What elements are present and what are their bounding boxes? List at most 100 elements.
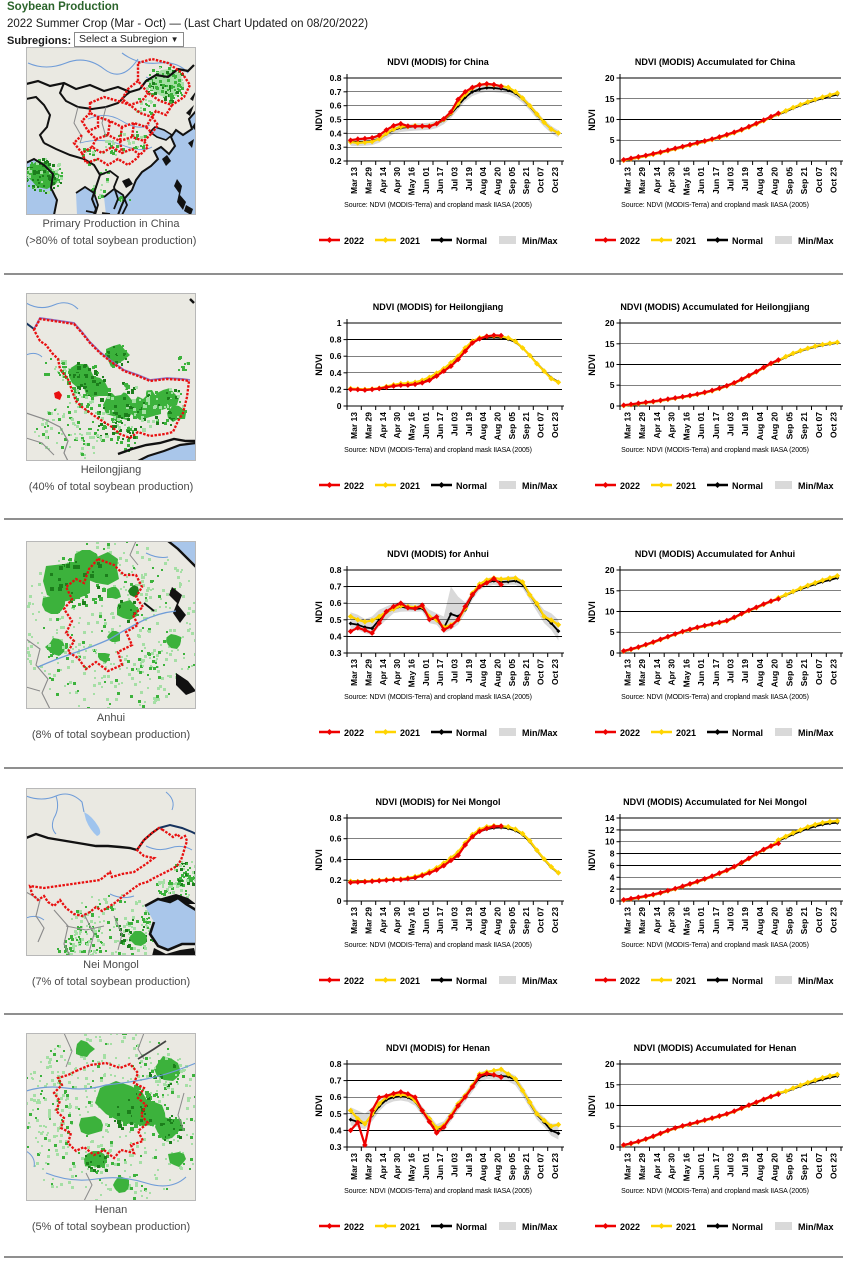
svg-text:Jul 03: Jul 03 <box>450 412 460 436</box>
svg-text:Min/Max: Min/Max <box>798 236 834 246</box>
svg-text:May 16: May 16 <box>681 907 691 936</box>
svg-text:Oct 23: Oct 23 <box>550 1153 560 1179</box>
svg-text:Normal: Normal <box>456 236 487 246</box>
svg-text:Sep 21: Sep 21 <box>799 412 809 440</box>
svg-text:5: 5 <box>610 135 615 145</box>
svg-text:0.4: 0.4 <box>330 128 342 138</box>
svg-text:Oct 07: Oct 07 <box>814 907 824 933</box>
svg-text:Jun 01: Jun 01 <box>696 167 706 194</box>
svg-text:Source: NDVI (MODIS-Terra) and: Source: NDVI (MODIS-Terra) and cropland … <box>621 942 809 949</box>
svg-text:Apr 14: Apr 14 <box>652 412 662 439</box>
svg-text:0.5: 0.5 <box>330 615 342 625</box>
svg-text:Aug 20: Aug 20 <box>770 167 780 196</box>
svg-text:15: 15 <box>605 339 615 349</box>
svg-text:Sep 05: Sep 05 <box>784 907 794 935</box>
svg-text:Mar 13: Mar 13 <box>622 659 632 686</box>
svg-text:Apr 14: Apr 14 <box>652 167 662 194</box>
svg-text:May 16: May 16 <box>681 167 691 196</box>
svg-text:Normal: Normal <box>732 976 763 986</box>
svg-text:May 16: May 16 <box>407 412 417 441</box>
svg-text:Min/Max: Min/Max <box>798 976 834 986</box>
svg-text:Oct 07: Oct 07 <box>814 167 824 193</box>
svg-text:0.7: 0.7 <box>330 1076 342 1086</box>
svg-text:Min/Max: Min/Max <box>522 1222 558 1232</box>
svg-text:Apr 30: Apr 30 <box>667 167 677 194</box>
svg-text:0.4: 0.4 <box>330 1125 342 1135</box>
svg-text:15: 15 <box>605 1080 615 1090</box>
svg-text:10: 10 <box>605 1101 615 1111</box>
svg-text:2022: 2022 <box>344 236 364 246</box>
svg-text:2021: 2021 <box>676 481 696 491</box>
svg-text:Aug 04: Aug 04 <box>755 659 765 688</box>
svg-text:2021: 2021 <box>400 236 420 246</box>
svg-text:May 16: May 16 <box>407 1153 417 1182</box>
svg-text:NDVI: NDVI <box>587 849 597 871</box>
svg-text:Jun 01: Jun 01 <box>421 412 431 439</box>
svg-text:Sep 05: Sep 05 <box>507 1153 517 1181</box>
svg-text:Jun 01: Jun 01 <box>421 907 431 934</box>
svg-text:20: 20 <box>605 1059 615 1069</box>
svg-text:2022: 2022 <box>344 976 364 986</box>
svg-text:Sep 05: Sep 05 <box>507 907 517 935</box>
svg-text:Oct 07: Oct 07 <box>814 659 824 685</box>
svg-text:Oct 07: Oct 07 <box>536 412 546 438</box>
svg-text:2021: 2021 <box>676 728 696 738</box>
svg-text:0.8: 0.8 <box>330 73 342 83</box>
svg-text:Oct 23: Oct 23 <box>550 412 560 438</box>
svg-text:Mar 29: Mar 29 <box>637 1153 647 1180</box>
svg-text:0.2: 0.2 <box>330 384 342 394</box>
svg-text:Aug 20: Aug 20 <box>493 1153 503 1182</box>
svg-text:Source: NDVI (MODIS-Terra) and: Source: NDVI (MODIS-Terra) and cropland … <box>344 694 532 701</box>
svg-text:Mar 13: Mar 13 <box>622 412 632 439</box>
svg-text:0.8: 0.8 <box>330 565 342 575</box>
svg-text:20: 20 <box>605 565 615 575</box>
svg-text:Apr 14: Apr 14 <box>378 907 388 934</box>
svg-text:Normal: Normal <box>456 976 487 986</box>
svg-text:2021: 2021 <box>400 481 420 491</box>
svg-text:Aug 04: Aug 04 <box>478 412 488 441</box>
svg-text:0: 0 <box>610 156 615 166</box>
svg-text:Min/Max: Min/Max <box>798 1222 834 1232</box>
svg-text:Jun 17: Jun 17 <box>435 659 445 686</box>
svg-text:Aug 04: Aug 04 <box>478 907 488 936</box>
svg-text:Apr 14: Apr 14 <box>652 659 662 686</box>
svg-text:Jun 01: Jun 01 <box>696 907 706 934</box>
svg-text:Oct 23: Oct 23 <box>829 1153 839 1179</box>
svg-text:Aug 04: Aug 04 <box>478 659 488 688</box>
svg-text:Jul 19: Jul 19 <box>740 1153 750 1177</box>
svg-text:10: 10 <box>605 115 615 125</box>
svg-text:Mar 29: Mar 29 <box>364 907 374 934</box>
svg-text:Apr 30: Apr 30 <box>667 1153 677 1180</box>
svg-text:May 16: May 16 <box>407 659 417 688</box>
svg-text:Mar 13: Mar 13 <box>349 907 359 934</box>
svg-text:20: 20 <box>605 73 615 83</box>
svg-text:Oct 07: Oct 07 <box>536 659 546 685</box>
svg-text:2021: 2021 <box>676 976 696 986</box>
svg-text:2021: 2021 <box>400 1222 420 1232</box>
svg-text:1: 1 <box>337 318 342 328</box>
svg-text:0.7: 0.7 <box>330 87 342 97</box>
svg-text:NDVI (MODIS) for Nei Mongol: NDVI (MODIS) for Nei Mongol <box>376 797 501 807</box>
svg-text:NDVI: NDVI <box>587 354 597 376</box>
svg-text:Normal: Normal <box>732 236 763 246</box>
svg-text:NDVI: NDVI <box>314 354 324 376</box>
svg-text:15: 15 <box>605 94 615 104</box>
svg-text:Jul 19: Jul 19 <box>740 907 750 931</box>
svg-text:Jun 17: Jun 17 <box>435 907 445 934</box>
svg-text:20: 20 <box>605 318 615 328</box>
svg-text:NDVI (MODIS) Accumulated for C: NDVI (MODIS) Accumulated for China <box>635 57 796 67</box>
svg-text:0.6: 0.6 <box>330 1092 342 1102</box>
svg-text:Aug 04: Aug 04 <box>755 1153 765 1182</box>
svg-text:Apr 14: Apr 14 <box>378 1153 388 1180</box>
svg-text:Mar 29: Mar 29 <box>364 659 374 686</box>
svg-text:2022: 2022 <box>344 728 364 738</box>
svg-text:0.2: 0.2 <box>330 875 342 885</box>
svg-text:Sep 05: Sep 05 <box>507 412 517 440</box>
svg-text:Oct 23: Oct 23 <box>829 907 839 933</box>
svg-text:Oct 07: Oct 07 <box>814 1153 824 1179</box>
svg-text:Oct 07: Oct 07 <box>536 167 546 193</box>
svg-text:Mar 13: Mar 13 <box>349 412 359 439</box>
svg-text:NDVI (MODIS) Accumulated for H: NDVI (MODIS) Accumulated for Heilongjian… <box>620 302 809 312</box>
svg-text:May 16: May 16 <box>407 907 417 936</box>
svg-text:Apr 30: Apr 30 <box>392 659 402 686</box>
